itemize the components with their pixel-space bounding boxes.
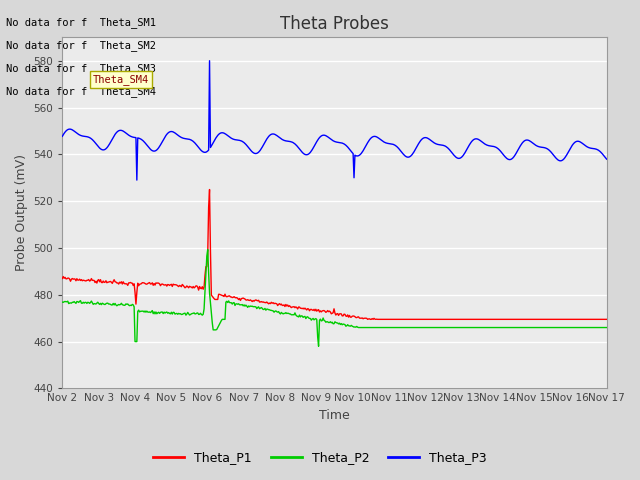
Y-axis label: Probe Output (mV): Probe Output (mV) [15,155,28,271]
Text: No data for f  Theta_SM1: No data for f Theta_SM1 [6,17,156,28]
Text: No data for f  Theta_SM4: No data for f Theta_SM4 [6,86,156,97]
X-axis label: Time: Time [319,409,350,422]
Legend: Theta_P1, Theta_P2, Theta_P3: Theta_P1, Theta_P2, Theta_P3 [148,446,492,469]
Title: Theta Probes: Theta Probes [280,15,389,33]
Text: No data for f  Theta_SM3: No data for f Theta_SM3 [6,63,156,74]
Text: Theta_SM4: Theta_SM4 [93,74,149,85]
Text: No data for f  Theta_SM2: No data for f Theta_SM2 [6,40,156,51]
